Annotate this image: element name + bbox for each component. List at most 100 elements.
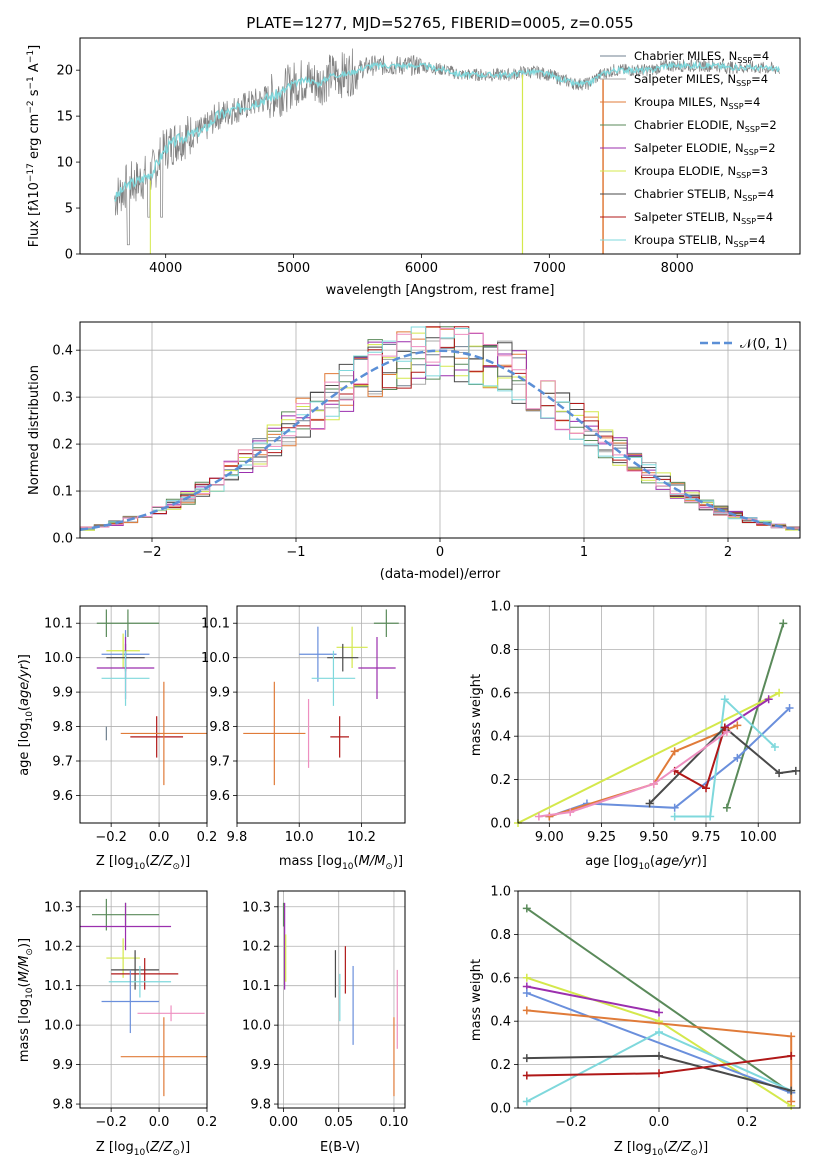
ytick-label: 0.2 <box>490 773 511 788</box>
weight-vs-metallicity-panel: −0.2 0.0 0.2 0.0 0.2 0.4 0.6 0.8 1.0 <box>490 885 801 1130</box>
axes-frame <box>277 890 406 1109</box>
weight-point-marker <box>779 619 788 628</box>
normal-distribution-curve <box>79 349 801 532</box>
ytick-label: 10.1 <box>44 979 73 994</box>
ytick-label: 1.0 <box>490 600 511 615</box>
axes-frame <box>79 890 208 1109</box>
Z-xlabel-top: Z [log10(Z/Z⊙)] <box>96 854 190 872</box>
weight-point-marker <box>720 723 729 732</box>
weight-point-marker <box>655 1028 663 1037</box>
xtick-label: 9.50 <box>639 830 668 845</box>
axes-frame <box>517 605 801 824</box>
ytick-label: 1.0 <box>490 885 511 900</box>
weight-point-marker <box>764 695 773 704</box>
ytick-label: 0.0 <box>490 1102 511 1117</box>
histogram-xtick-label: 1 <box>580 545 588 560</box>
weight-series-line <box>725 623 785 809</box>
legend-label: Chabrier STELIB, NSSP=4 <box>634 187 774 203</box>
spectrum-ytick-label: 5 <box>65 202 73 217</box>
legend-label: Kroupa MILES, NSSP=4 <box>634 95 760 111</box>
histogram-ytick-label: 0.4 <box>52 344 73 359</box>
age-xlabel: age [log10(age/yr)] <box>585 854 707 872</box>
ytick-label: 10.2 <box>242 940 271 955</box>
weight-series-line <box>648 726 796 805</box>
xtick-label: 0.2 <box>197 1115 218 1130</box>
weight-point-marker <box>566 808 575 817</box>
spectrum-legend: Chabrier MILES, NSSP=4 Salpeter MILES, NS… <box>600 49 777 249</box>
weight-series-line <box>526 985 660 1014</box>
histogram-xtick-label: 2 <box>724 545 732 560</box>
spectrum-ylabel: Flux [fλ10−17 erg cm−2 s−1 A−1] <box>26 45 42 247</box>
legend-label: Chabrier MILES, NSSP=4 <box>634 49 769 65</box>
xtick-label: 0.0 <box>149 830 170 845</box>
weight-point-marker <box>733 753 742 762</box>
ytick-label: 9.6 <box>52 789 73 804</box>
ytick-label: 0.2 <box>490 1058 511 1073</box>
xtick-label: 10.2 <box>347 830 376 845</box>
xtick-label: 0.10 <box>379 1115 408 1130</box>
weight-point-marker <box>733 721 742 730</box>
xtick-label: 9.25 <box>587 830 616 845</box>
ytick-label: 9.9 <box>52 1058 73 1073</box>
age-vs-metallicity-panel: −0.2 0.0 0.2 9.6 9.7 9.8 9.9 10.0 10.1 <box>44 605 218 845</box>
weight-point-marker <box>787 1097 796 1106</box>
ytick-label: 9.9 <box>250 1058 271 1073</box>
xtick-label: 0.0 <box>649 1115 670 1130</box>
xtick-label: 10.00 <box>740 830 777 845</box>
weight-point-marker <box>655 1051 663 1060</box>
mass-vs-metallicity-panel: −0.2 0.0 0.2 9.8 9.9 10.0 10.1 10.2 10.3 <box>44 890 218 1130</box>
ytick-label: 0.8 <box>490 928 511 943</box>
ytick-label: 10.3 <box>242 900 271 915</box>
spectrum-xtick-label: 6000 <box>405 261 438 276</box>
ytick-label: 9.8 <box>52 1098 73 1113</box>
ytick-label: 10.2 <box>44 940 73 955</box>
spectrum-ytick-label: 10 <box>56 156 73 171</box>
ytick-label: 10.3 <box>44 900 73 915</box>
weight-point-marker <box>787 1051 796 1060</box>
weight-series-line <box>526 992 792 1094</box>
legend-label: Salpeter ELODIE, NSSP=2 <box>634 141 776 157</box>
weight-point-marker <box>706 812 715 821</box>
xtick-label: −0.2 <box>95 1115 127 1130</box>
xtick-label: 0.00 <box>269 1115 298 1130</box>
weight-series-line <box>724 698 770 729</box>
weight-series-line <box>674 697 776 818</box>
ytick-label: 0.8 <box>490 643 511 658</box>
xtick-label: 9.00 <box>535 830 564 845</box>
legend-label: Chabrier ELODIE, NSSP=2 <box>634 118 777 134</box>
legend-label: Kroupa STELIB, NSSP=4 <box>634 233 765 249</box>
histogram-ytick-label: 0.2 <box>52 438 73 453</box>
ytick-label: 9.6 <box>209 789 230 804</box>
histogram-xtick-label: 0 <box>436 545 444 560</box>
weight-point-marker <box>649 779 658 788</box>
axes-frame <box>517 890 801 1109</box>
ytick-label: 9.8 <box>250 1098 271 1113</box>
spectrum-xlabel: wavelength [Angstrom, rest frame] <box>326 283 555 298</box>
weight-series-line <box>548 707 791 818</box>
weight-point-marker <box>522 1097 531 1106</box>
ytick-label: 0.6 <box>490 971 511 986</box>
legend-label: Salpeter STELIB, NSSP=4 <box>634 210 773 226</box>
weight-point-marker <box>522 973 531 982</box>
spectrum-xtick-label: 4000 <box>149 261 182 276</box>
xtick-label: 9.8 <box>227 830 248 845</box>
ebv-xlabel: E(B-V) <box>320 1140 360 1155</box>
xtick-label: −0.2 <box>95 830 127 845</box>
weight-point-marker <box>670 747 679 756</box>
spectrum-ytick-label: 15 <box>56 110 73 125</box>
legend-normal-label: 𝒩(0, 1) <box>740 337 787 352</box>
ytick-label: 10.1 <box>242 979 271 994</box>
weight-point-marker <box>770 743 779 752</box>
weight-point-marker <box>775 688 784 697</box>
xtick-label: 0.05 <box>324 1115 353 1130</box>
ytick-label: 10.0 <box>44 651 73 666</box>
spectrum-ytick-label: 20 <box>56 64 73 79</box>
weight-point-marker <box>722 727 731 736</box>
xtick-label: 0.2 <box>197 830 218 845</box>
ytick-label: 9.9 <box>52 686 73 701</box>
weight-point-marker <box>655 1008 663 1017</box>
histogram-ytick-label: 0.1 <box>52 485 73 500</box>
ytick-label: 9.8 <box>52 720 73 735</box>
weight-point-marker <box>534 812 543 821</box>
